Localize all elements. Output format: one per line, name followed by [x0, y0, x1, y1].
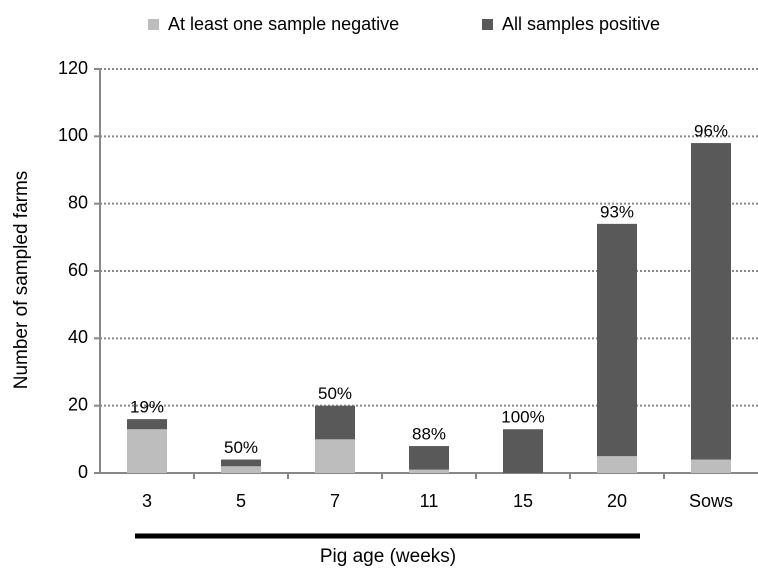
y-tick-label: 40 — [68, 327, 88, 347]
x-tick-label: 15 — [513, 491, 533, 511]
bar-segment — [127, 429, 167, 473]
bar-segment — [691, 459, 731, 473]
legend-swatch — [482, 19, 493, 30]
bar-segment — [315, 439, 355, 473]
bar-label: 93% — [600, 202, 634, 221]
x-tick-label: 7 — [330, 491, 340, 511]
y-axis-title: Number of sampled farms — [11, 171, 32, 390]
x-axis-title: Pig age (weeks) — [320, 546, 456, 567]
y-tick-label: 100 — [58, 125, 88, 145]
x-tick-label: Sows — [689, 491, 733, 511]
bar-segment — [221, 466, 261, 473]
y-tick-label: 120 — [58, 58, 88, 78]
bar-segment — [409, 469, 449, 473]
legend-swatch — [148, 19, 159, 30]
bar-label: 19% — [130, 398, 164, 417]
bar-label: 50% — [318, 384, 352, 403]
x-tick-label: 5 — [236, 491, 246, 511]
x-tick-label: 20 — [607, 491, 627, 511]
y-tick-label: 80 — [68, 192, 88, 212]
legend-label: At least one sample negative — [168, 14, 399, 34]
y-tick-label: 20 — [68, 394, 88, 414]
x-tick-label: 11 — [420, 491, 439, 511]
bar-label: 88% — [412, 425, 446, 444]
bar-segment — [503, 429, 543, 473]
x-tick-label: 3 — [142, 491, 152, 511]
bar-label: 50% — [224, 438, 258, 457]
bar-segment — [221, 459, 261, 467]
bar-segment — [597, 456, 637, 473]
y-tick-label: 0 — [78, 462, 88, 482]
bar-segment — [597, 223, 637, 457]
bar-segment — [127, 419, 167, 430]
bar-segment — [691, 143, 731, 460]
bar-segment — [409, 446, 449, 470]
bar-label: 100% — [501, 408, 544, 427]
y-tick-label: 60 — [68, 260, 88, 280]
bar-label: 96% — [694, 122, 728, 141]
bar-segment — [315, 405, 355, 440]
legend-label: All samples positive — [502, 14, 660, 34]
